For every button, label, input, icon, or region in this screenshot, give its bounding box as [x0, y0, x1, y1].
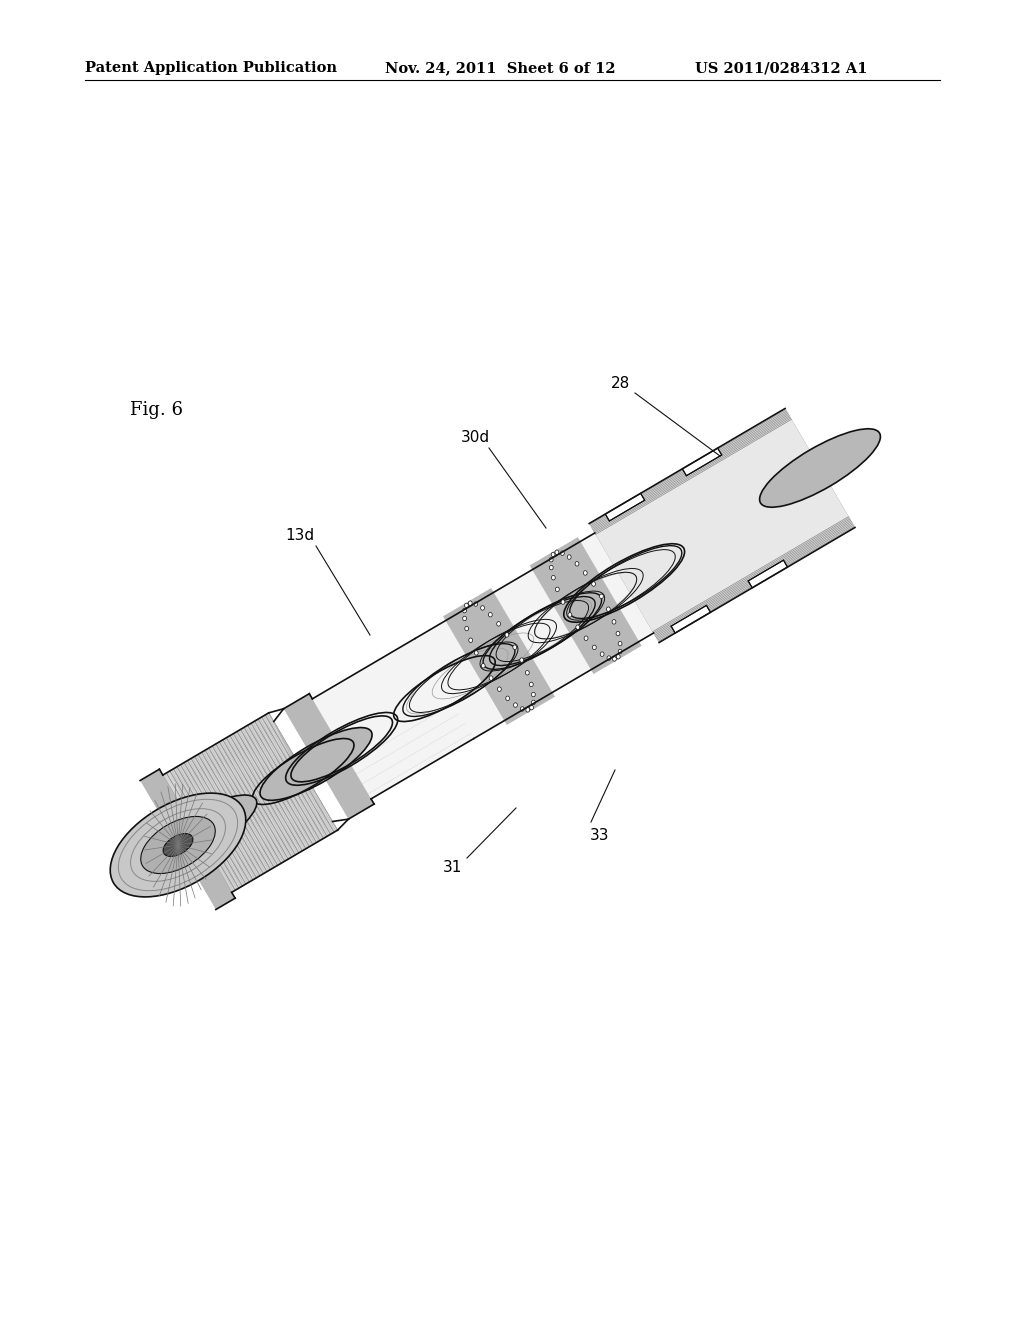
Ellipse shape	[140, 817, 215, 874]
Text: 13d: 13d	[286, 528, 314, 544]
Polygon shape	[415, 533, 653, 739]
Ellipse shape	[474, 651, 478, 655]
Ellipse shape	[607, 656, 611, 660]
Ellipse shape	[468, 601, 472, 606]
Text: 30d: 30d	[461, 430, 489, 446]
Polygon shape	[596, 418, 849, 631]
Polygon shape	[594, 416, 850, 634]
Ellipse shape	[549, 565, 553, 570]
Text: 33: 33	[590, 829, 609, 843]
Ellipse shape	[549, 557, 553, 562]
Polygon shape	[163, 713, 338, 892]
Polygon shape	[593, 414, 852, 636]
Ellipse shape	[593, 645, 596, 649]
Ellipse shape	[465, 626, 469, 631]
Ellipse shape	[497, 622, 501, 626]
Ellipse shape	[526, 708, 529, 711]
Polygon shape	[595, 417, 850, 632]
Ellipse shape	[616, 655, 621, 659]
Text: Patent Application Publication: Patent Application Publication	[85, 61, 337, 75]
Ellipse shape	[260, 727, 372, 800]
Ellipse shape	[469, 638, 473, 643]
Ellipse shape	[463, 609, 467, 612]
Polygon shape	[605, 494, 645, 521]
Ellipse shape	[531, 700, 536, 705]
Ellipse shape	[529, 705, 534, 710]
Polygon shape	[592, 412, 853, 639]
Ellipse shape	[505, 632, 509, 638]
Ellipse shape	[555, 550, 559, 554]
Ellipse shape	[568, 612, 571, 618]
Text: Nov. 24, 2011  Sheet 6 of 12: Nov. 24, 2011 Sheet 6 of 12	[385, 61, 615, 75]
Text: Fig. 6: Fig. 6	[130, 401, 183, 418]
Text: 28: 28	[610, 375, 630, 391]
Ellipse shape	[584, 570, 587, 576]
Ellipse shape	[480, 606, 484, 610]
Ellipse shape	[465, 603, 468, 607]
Ellipse shape	[551, 552, 555, 557]
Ellipse shape	[612, 656, 616, 661]
Ellipse shape	[474, 602, 477, 606]
Polygon shape	[594, 416, 851, 635]
Ellipse shape	[618, 649, 622, 653]
Ellipse shape	[481, 664, 485, 668]
Polygon shape	[749, 560, 787, 587]
Polygon shape	[671, 606, 711, 634]
Ellipse shape	[137, 795, 257, 873]
Polygon shape	[589, 408, 855, 643]
Polygon shape	[590, 409, 855, 642]
Ellipse shape	[560, 550, 564, 556]
Polygon shape	[312, 639, 474, 799]
Ellipse shape	[514, 702, 517, 708]
Ellipse shape	[575, 561, 579, 566]
Ellipse shape	[561, 599, 565, 605]
Ellipse shape	[531, 692, 536, 697]
Ellipse shape	[529, 682, 534, 686]
Ellipse shape	[599, 594, 603, 598]
Ellipse shape	[163, 834, 193, 857]
Ellipse shape	[616, 631, 620, 636]
Ellipse shape	[618, 642, 622, 645]
Ellipse shape	[552, 576, 555, 579]
Polygon shape	[596, 420, 848, 631]
Ellipse shape	[592, 582, 596, 586]
Ellipse shape	[612, 619, 615, 624]
Polygon shape	[592, 413, 852, 638]
Polygon shape	[682, 447, 722, 475]
Ellipse shape	[575, 624, 580, 630]
Ellipse shape	[520, 657, 523, 663]
Polygon shape	[284, 694, 374, 820]
Polygon shape	[443, 587, 555, 725]
Ellipse shape	[555, 587, 559, 591]
Text: US 2011/0284312 A1: US 2011/0284312 A1	[695, 61, 867, 75]
Ellipse shape	[567, 554, 571, 560]
Ellipse shape	[520, 706, 524, 711]
Ellipse shape	[760, 429, 881, 507]
Ellipse shape	[606, 607, 610, 611]
Polygon shape	[591, 411, 854, 640]
Polygon shape	[140, 770, 236, 909]
Ellipse shape	[463, 616, 467, 620]
Ellipse shape	[506, 696, 510, 701]
Ellipse shape	[600, 652, 604, 656]
Ellipse shape	[111, 793, 246, 896]
Ellipse shape	[488, 612, 493, 616]
Ellipse shape	[525, 671, 529, 675]
Polygon shape	[529, 537, 642, 675]
Text: 31: 31	[442, 861, 462, 875]
Ellipse shape	[584, 636, 588, 640]
Ellipse shape	[513, 645, 517, 649]
Ellipse shape	[489, 676, 493, 680]
Ellipse shape	[498, 686, 502, 692]
